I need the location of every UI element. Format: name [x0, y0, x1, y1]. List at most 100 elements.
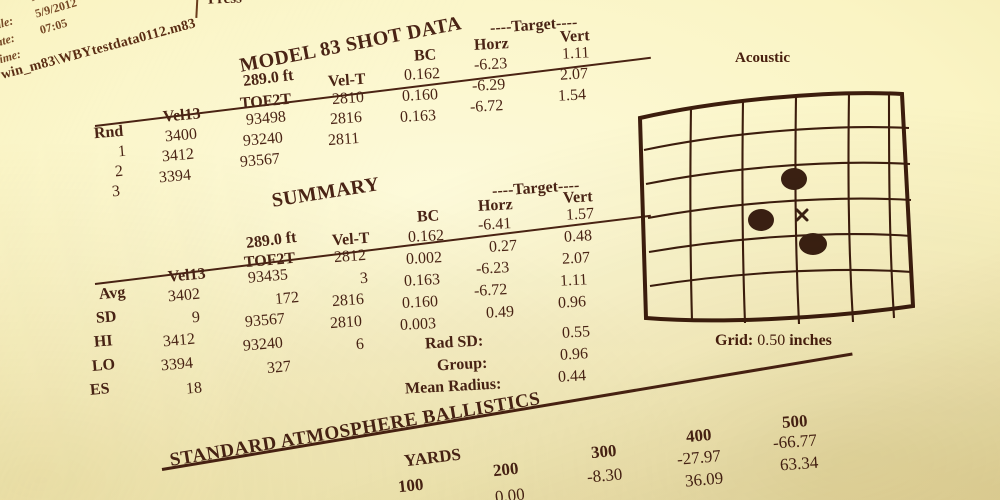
ballistics-r1-c4: -27.97	[676, 446, 722, 469]
acoustic-frame	[637, 91, 915, 323]
acoustic-grid-caption: Grid: 0.50 inches	[715, 332, 832, 350]
summary-row-hi-horz: -6.23	[475, 259, 510, 278]
shot-row-1-bc: 0.162	[403, 65, 441, 84]
shot-row-1-rnd: 1	[117, 142, 127, 161]
ballistics-col-header-500: 500	[781, 411, 809, 432]
summary-row-sd-horz: 0.27	[488, 237, 518, 256]
ballistics-col-header-100: 100	[397, 474, 425, 497]
summary-stat-value-mean-radius: 0.44	[557, 367, 587, 386]
acoustic-grid-svg	[637, 91, 915, 325]
acoustic-grid-horizontal-lines	[643, 126, 913, 288]
shot-col-header-vel13: Vel13	[162, 105, 202, 126]
ballistics-col-header-200: 200	[492, 458, 520, 481]
summary-row-es-tof2t: 327	[266, 357, 292, 378]
shot-col-header-horz: Horz	[473, 35, 510, 54]
summary-row-hi-bc: 0.163	[403, 271, 441, 290]
ballistics-panel: STANDARD ATMOSPHERE BALLISTICS YARDS 100…	[150, 352, 1000, 500]
summary-row-lo-label: LO	[91, 356, 116, 375]
shot-row-3-horz: -6.72	[469, 97, 504, 116]
summary-stat-value-group: 0.96	[559, 345, 589, 364]
ballistics-row-label: YARDS	[402, 444, 462, 471]
summary-row-lo-vert: 1.11	[559, 271, 588, 290]
summary-row-sd-bc: 0.002	[405, 249, 443, 268]
grid-value: 0.50	[757, 332, 786, 349]
shot-row-3-velt: 2811	[327, 129, 360, 150]
summary-row-sd-tof2t: 172	[274, 288, 300, 309]
shot-row-3-tof2t: 93567	[239, 150, 281, 171]
summary-row-avg-label: Avg	[98, 283, 127, 304]
summary-col-header-horz: Horz	[477, 196, 514, 215]
summary-row-es-vel13: 18	[185, 379, 203, 398]
shot-col-header-rnd: Rnd	[93, 122, 125, 143]
summary-col-header-vel13: Vel13	[167, 265, 207, 286]
summary-row-lo-tof2t: 93240	[242, 334, 284, 355]
summary-row-es-label: ES	[89, 380, 111, 399]
summary-row-avg-vel13: 3402	[167, 285, 201, 306]
shot-row-1-vel13: 3400	[164, 125, 198, 146]
ballistics-col-header-300: 300	[590, 440, 618, 463]
shot-row-2-vert: 2.07	[559, 65, 589, 84]
shot-row-2-horz: -6.29	[471, 76, 506, 95]
summary-stat-label-mean-radius: Mean Radius:	[404, 375, 502, 398]
summary-row-lo-horz: -6.72	[473, 281, 508, 300]
ballistics-r1-c1: 0.00	[494, 484, 526, 500]
summary-row-lo-vel13: 3394	[160, 354, 194, 375]
acoustic-grid[interactable]	[630, 78, 915, 326]
shot-row-2-tof2t: 93240	[242, 129, 284, 150]
summary-row-avg-vert: 1.57	[565, 205, 595, 224]
shot-row-2-bc: 0.160	[401, 86, 439, 105]
summary-col-header-bc: BC	[416, 207, 440, 226]
summary-row-sd-vel13: 9	[191, 308, 201, 327]
summary-stat-value-rad-sd: 0.55	[561, 323, 591, 342]
ballistics-col-header-400: 400	[685, 424, 713, 447]
ballistics-title: STANDARD ATMOSPHERE BALLISTICS	[168, 388, 542, 471]
shot-row-1-tof2t: 93498	[245, 108, 287, 129]
shot-row-2-vel13: 3412	[161, 145, 195, 166]
shot-hole-3	[799, 233, 827, 255]
summary-row-avg-tof2t: 93435	[247, 266, 289, 287]
summary-row-hi-velt: 2816	[331, 290, 365, 311]
summary-row-hi-vert: 2.07	[561, 249, 591, 268]
summary-row-es-horz: 0.49	[485, 303, 515, 322]
acoustic-target-panel: Acoustic	[630, 50, 930, 350]
shot-row-3-vel13: 3394	[158, 166, 192, 187]
shot-col-header-bc: BC	[413, 46, 437, 65]
shot-row-1-velt: 2810	[331, 88, 365, 109]
shot-hole-2	[748, 209, 774, 231]
grid-label: Grid:	[715, 332, 754, 349]
acoustic-grid-vertical-lines	[689, 91, 896, 325]
summary-row-lo-bc: 0.160	[401, 293, 439, 312]
shot-hole-1	[781, 168, 807, 190]
summary-row-es-vert: 0.96	[557, 293, 587, 312]
shot-row-3-rnd: 3	[111, 182, 121, 201]
shot-row-2-velt: 2816	[329, 108, 363, 129]
shot-row-1-vert: 1.11	[561, 44, 590, 63]
ballistics-r2-c5: 63.34	[779, 452, 819, 475]
summary-row-avg-horz: -6.41	[477, 215, 512, 234]
summary-row-avg-velt: 2812	[333, 246, 367, 267]
summary-row-avg-bc: 0.162	[407, 227, 445, 246]
meta-value-time	[42, 39, 47, 55]
aim-point-x-icon	[795, 208, 809, 222]
summary-row-hi-tof2t: 93567	[244, 310, 286, 331]
summary-row-hi-vel13: 3412	[162, 330, 196, 351]
grid-units: inches	[789, 332, 832, 349]
acoustic-title: Acoustic	[735, 50, 790, 66]
summary-row-es-bc: 0.003	[399, 315, 437, 334]
ballistics-r1-c5: -66.77	[772, 430, 818, 453]
header-divider	[195, 0, 199, 19]
summary-row-sd-label: SD	[95, 308, 118, 327]
summary-stat-label-rad-sd: Rad SD:	[424, 332, 484, 353]
ballistics-r1-c3: -8.30	[586, 464, 624, 487]
shot-row-2-rnd: 2	[114, 162, 124, 181]
summary-row-es-velt: 6	[355, 335, 365, 354]
ballistics-r2-c4: 36.09	[684, 468, 724, 491]
shot-row-3-bc: 0.163	[399, 107, 437, 126]
summary-row-hi-label: HI	[93, 332, 114, 351]
shot-row-1-horz: -6.23	[473, 55, 508, 74]
summary-row-lo-velt: 2810	[329, 312, 363, 333]
summary-stat-label-group: Group:	[436, 354, 488, 375]
summary-row-sd-vert: 0.48	[563, 227, 593, 246]
press-label: Press	[208, 0, 242, 9]
